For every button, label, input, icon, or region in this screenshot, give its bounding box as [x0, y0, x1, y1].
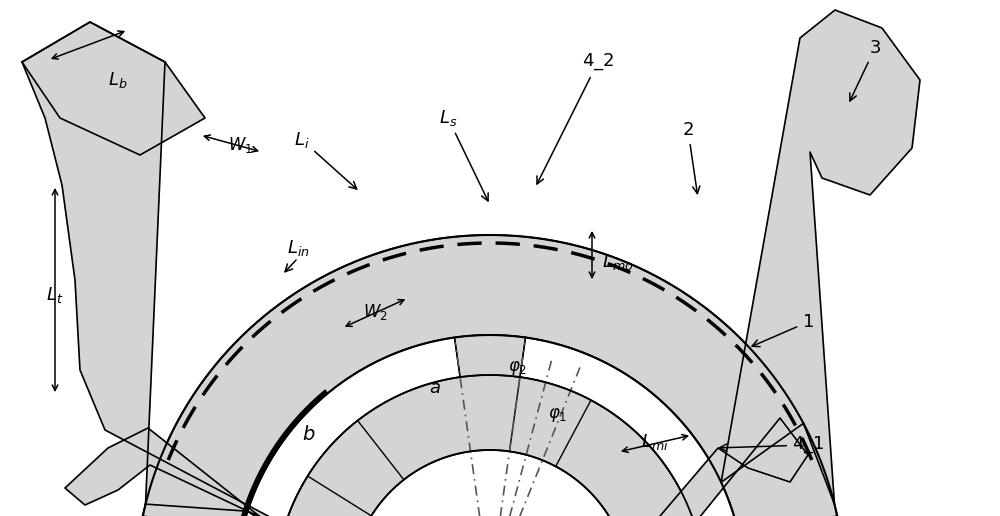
Text: $W_2$: $W_2$	[363, 302, 387, 322]
Text: $4\_2$: $4\_2$	[537, 52, 614, 184]
Polygon shape	[65, 428, 353, 516]
Polygon shape	[22, 22, 353, 516]
Polygon shape	[721, 10, 920, 504]
Text: $L_t$: $L_t$	[46, 285, 64, 305]
Polygon shape	[143, 235, 837, 516]
Text: $\varphi_1$: $\varphi_1$	[548, 406, 568, 424]
Polygon shape	[626, 418, 808, 516]
Polygon shape	[278, 375, 702, 516]
Text: $1$: $1$	[752, 313, 814, 347]
Polygon shape	[22, 22, 205, 155]
Text: $L_{mi}$: $L_{mi}$	[641, 432, 669, 452]
Text: $4\_1$: $4\_1$	[719, 435, 824, 455]
Polygon shape	[308, 421, 404, 516]
Text: a: a	[430, 379, 440, 397]
Text: $2$: $2$	[682, 121, 700, 194]
Text: $W_1$: $W_1$	[228, 135, 252, 155]
Polygon shape	[455, 335, 525, 377]
Polygon shape	[509, 377, 591, 466]
Text: $L_b$: $L_b$	[108, 70, 128, 90]
Text: b: b	[302, 426, 314, 444]
Text: $L_i$: $L_i$	[294, 130, 357, 189]
Text: $\varphi_2$: $\varphi_2$	[508, 359, 528, 377]
Text: $3$: $3$	[850, 39, 881, 101]
Text: $L_{in}$: $L_{in}$	[287, 238, 309, 258]
Text: $L_s$: $L_s$	[439, 108, 488, 201]
Text: $L_{mo}$: $L_{mo}$	[602, 252, 633, 272]
